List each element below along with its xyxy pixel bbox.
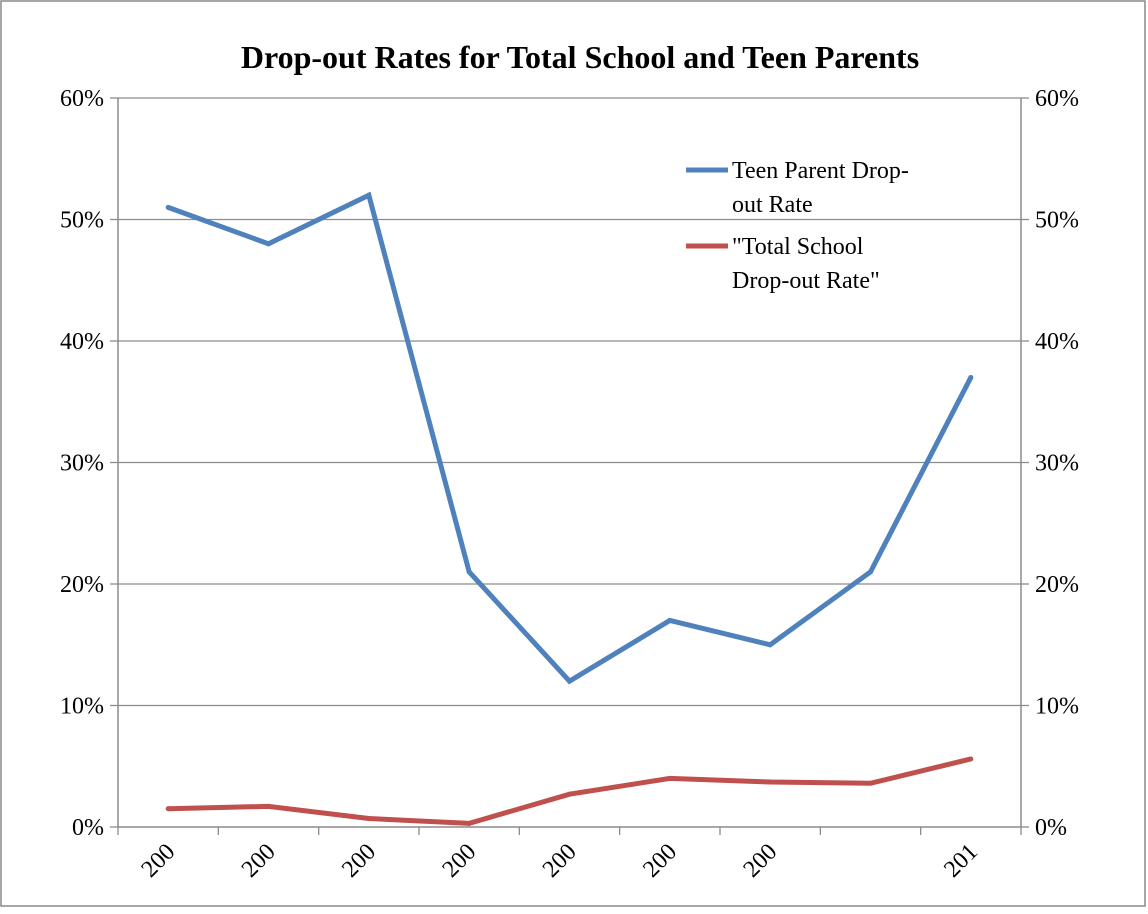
data-point <box>868 780 873 786</box>
data-point <box>767 642 773 648</box>
data-point <box>667 775 673 781</box>
data-point <box>567 791 572 797</box>
y2-tick-label: 30% <box>1035 451 1079 477</box>
legend-label: Drop-out Rate" <box>732 268 880 294</box>
data-point <box>868 569 873 575</box>
data-point <box>968 756 974 762</box>
data-point <box>266 241 271 247</box>
axes <box>110 97 1029 835</box>
legend-label: out Rate <box>732 192 813 218</box>
y-tick-label: 60% <box>60 86 104 112</box>
data-point <box>366 192 372 198</box>
data-point <box>567 678 572 684</box>
data-point <box>466 820 472 826</box>
y2-tick-label: 20% <box>1035 572 1079 598</box>
chart-title: Drop-out Rates for Total School and Teen… <box>241 39 919 75</box>
y2-tick-label: 0% <box>1035 815 1067 841</box>
data-point <box>165 204 171 210</box>
legend-label: Teen Parent Drop- <box>732 158 909 184</box>
y2-tick-label: 10% <box>1035 694 1079 720</box>
y2-tick-label: 40% <box>1035 329 1079 355</box>
legend: Teen Parent Drop-out Rate "Total School Dr… <box>686 158 909 294</box>
y2-tick-label: 50% <box>1035 208 1079 234</box>
y-tick-label: 50% <box>60 208 104 234</box>
y-tick-label: 40% <box>60 329 104 355</box>
series-lines <box>165 191 974 826</box>
data-point <box>667 617 673 623</box>
data-point <box>266 803 271 809</box>
data-point <box>165 806 171 812</box>
y-tick-label: 20% <box>60 572 104 598</box>
y-tick-label: 10% <box>60 694 104 720</box>
gridlines <box>118 97 1021 707</box>
legend-label: "Total School <box>732 234 864 260</box>
data-point <box>466 569 472 575</box>
y2-tick-label: 60% <box>1035 86 1079 112</box>
data-point <box>968 374 974 380</box>
data-point <box>366 815 372 821</box>
y-tick-label: 30% <box>60 451 104 477</box>
y-tick-label: 0% <box>72 815 104 841</box>
data-point <box>767 779 773 785</box>
